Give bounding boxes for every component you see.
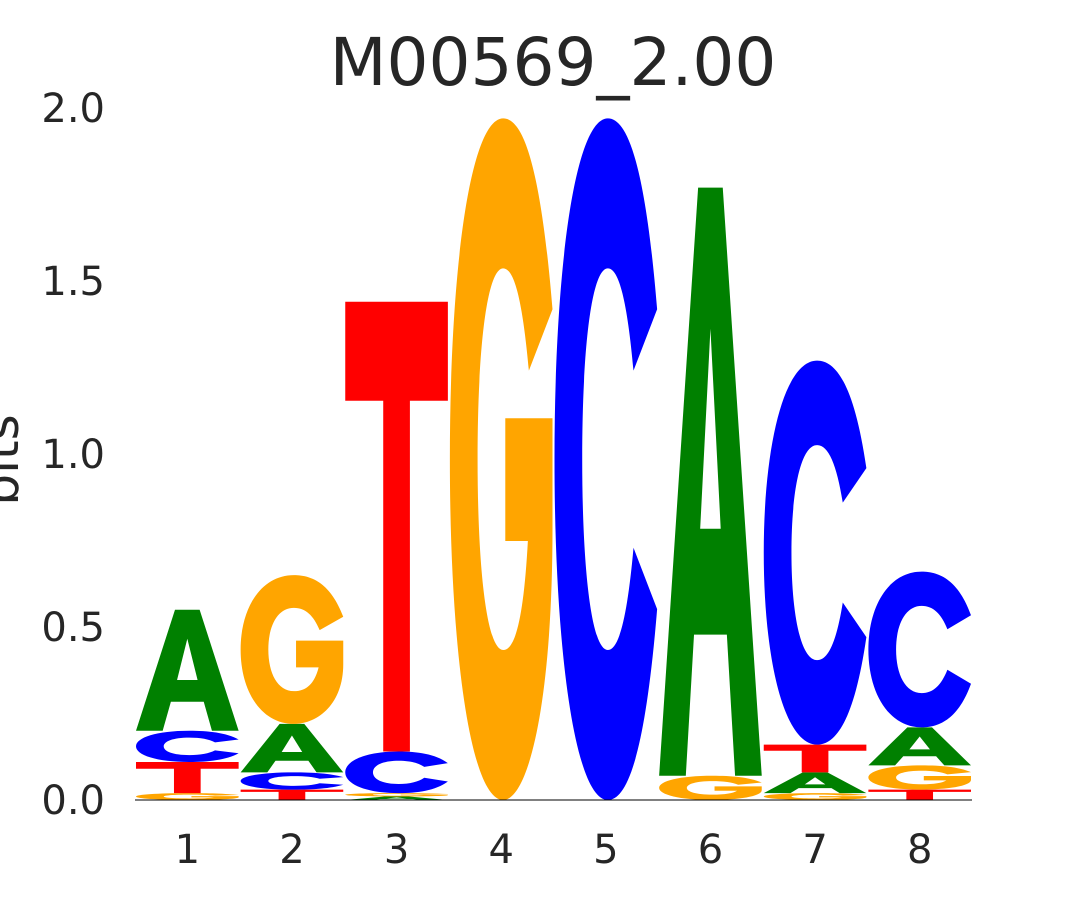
x-tick-label: 4 [488,827,513,873]
x-tick-label: 7 [802,827,827,873]
letter-c-mark [763,360,867,745]
letter-g-mark [763,793,867,800]
logo-stacks [136,118,971,801]
letter-c-mark [554,118,658,800]
x-tick-label: 1 [175,827,200,873]
y-tick-label: 0.5 [41,605,105,651]
y-tick-label: 1.5 [41,259,105,305]
letter-g-mark [240,575,344,724]
logo-column-1 [136,609,239,800]
letter-g-mark [659,775,762,801]
logo-column-6 [659,187,762,801]
letter-g-mark [136,793,239,800]
logo-column-2 [240,575,344,800]
x-axis: 1 2 3 4 5 6 7 8 [175,827,933,873]
logo-column-4 [449,118,553,800]
y-axis-label: bits [0,414,30,505]
letter-a-mark [763,772,867,794]
logo-column-5 [554,118,658,800]
letter-a-mark [659,187,762,776]
letter-t-mark [136,761,239,794]
y-tick-label: 1.0 [41,432,105,478]
letter-g-mark [345,793,448,797]
logo-column-3 [345,301,448,800]
letter-a-mark [868,727,971,766]
letter-g-mark [449,118,553,800]
logo-column-8 [868,571,971,800]
letter-a-mark [240,723,344,773]
letter-a-mark [136,609,239,731]
logo-column-7 [763,360,867,800]
letter-t-mark [868,789,971,800]
x-tick-label: 6 [698,827,723,873]
letter-c-mark [868,571,971,728]
x-tick-label: 2 [279,827,304,873]
x-tick-label: 3 [384,827,409,873]
y-tick-label: 2.0 [41,86,105,132]
x-tick-label: 8 [907,827,932,873]
y-tick-label: 0.0 [41,778,105,824]
letter-a-mark [345,796,448,800]
chart-title: M00569_2.00 [330,24,777,101]
x-tick-label: 5 [593,827,618,873]
letter-t-mark [763,744,867,773]
letter-t-mark [240,789,344,800]
letter-c-mark [136,730,239,762]
letter-t-mark [345,301,448,752]
letter-g-mark [868,765,971,790]
y-axis: 0.0 0.5 1.0 1.5 2.0 [41,86,105,824]
letter-c-mark [345,751,448,794]
letter-c-mark [240,772,344,790]
